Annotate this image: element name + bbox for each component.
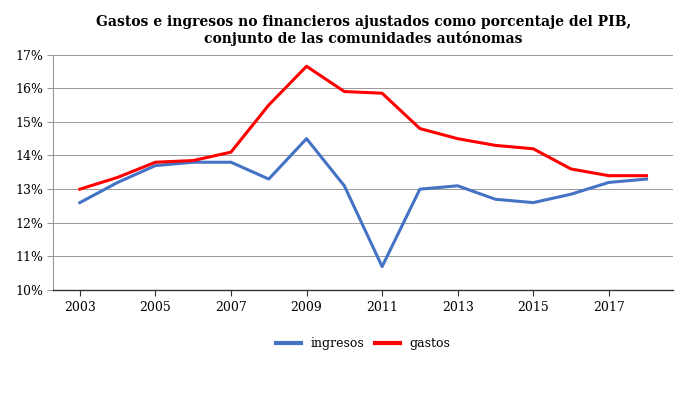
- ingresos: [453, 184, 462, 188]
- Line: ingresos: ingresos: [80, 139, 647, 267]
- gastos: [340, 89, 348, 94]
- gastos: [643, 173, 651, 178]
- gastos: [265, 103, 273, 107]
- gastos: [378, 91, 386, 96]
- gastos: [453, 136, 462, 141]
- ingresos: [567, 192, 575, 197]
- ingresos: [643, 177, 651, 182]
- ingresos: [189, 160, 197, 165]
- gastos: [227, 150, 235, 155]
- ingresos: [303, 136, 311, 141]
- gastos: [605, 173, 613, 178]
- ingresos: [605, 180, 613, 185]
- gastos: [529, 147, 537, 151]
- ingresos: [265, 177, 273, 182]
- gastos: [416, 126, 424, 131]
- ingresos: [378, 264, 386, 269]
- gastos: [303, 64, 311, 69]
- gastos: [189, 158, 197, 163]
- gastos: [114, 175, 122, 180]
- ingresos: [416, 187, 424, 192]
- ingresos: [151, 163, 160, 168]
- ingresos: [227, 160, 235, 165]
- ingresos: [114, 180, 122, 185]
- Line: gastos: gastos: [80, 66, 647, 189]
- gastos: [491, 143, 499, 148]
- ingresos: [76, 200, 84, 205]
- ingresos: [529, 200, 537, 205]
- ingresos: [340, 184, 348, 188]
- gastos: [567, 166, 575, 171]
- gastos: [151, 160, 160, 165]
- Legend: ingresos, gastos: ingresos, gastos: [276, 337, 451, 350]
- Title: Gastos e ingresos no financieros ajustados como porcentaje del PIB,
conjunto de : Gastos e ingresos no financieros ajustad…: [96, 15, 631, 46]
- ingresos: [491, 197, 499, 202]
- gastos: [76, 187, 84, 192]
